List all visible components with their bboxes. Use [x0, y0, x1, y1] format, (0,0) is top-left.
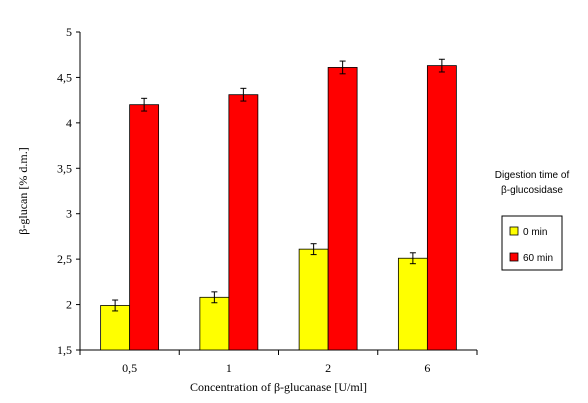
bar-60-min-0-5 — [129, 104, 160, 351]
y-axis: 1,5 2 2,5 3 3,5 4 4,5 5 — [57, 25, 81, 357]
error-bars — [112, 58, 445, 312]
bar-60-min-6 — [426, 65, 457, 351]
legend-label: 0 min — [523, 227, 547, 238]
x-tick-label: 6 — [424, 361, 430, 375]
y-tick-label: 2,5 — [57, 252, 72, 266]
legend-title-line-2: β-glucosidase — [501, 185, 563, 196]
y-tick-label: 3,5 — [57, 161, 72, 175]
y-axis-title: β-glucan [% d.m.] — [16, 147, 30, 234]
x-tick-label: 0,5 — [122, 361, 137, 375]
bars — [100, 65, 457, 351]
legend: Digestion time of β-glucosidase 0 min 60 … — [495, 170, 570, 271]
bar-0-min-2 — [298, 248, 329, 351]
bar-60-min-1 — [228, 94, 259, 351]
x-axis: 0,5 1 2 6 — [79, 349, 478, 375]
y-tick-label: 5 — [66, 25, 72, 39]
y-tick-label: 2 — [66, 298, 72, 312]
legend-swatch — [509, 252, 519, 262]
y-tick-label: 3 — [66, 207, 72, 221]
legend-title-line-1: Digestion time of — [495, 170, 570, 181]
bar-0-min-1 — [199, 296, 230, 351]
bar-60-min-2 — [327, 67, 358, 351]
y-tick-label: 1,5 — [57, 343, 72, 357]
x-tick-label: 1 — [226, 361, 232, 375]
legend-label: 60 min — [523, 253, 553, 264]
legend-swatch — [509, 226, 519, 236]
y-tick-label: 4 — [66, 116, 72, 130]
bar-0-min-0-5 — [100, 305, 131, 351]
bar-0-min-6 — [397, 257, 428, 351]
x-axis-title: Concentration of β-glucanase [U/ml] — [190, 380, 367, 394]
x-tick-label: 2 — [325, 361, 331, 375]
y-tick-label: 4,5 — [57, 70, 72, 84]
